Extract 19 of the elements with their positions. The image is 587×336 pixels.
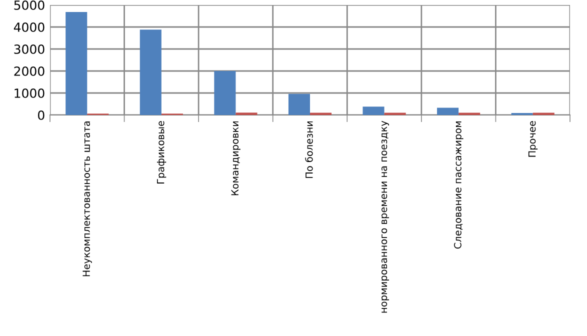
x-tick-label: Прочее — [528, 121, 538, 157]
bar — [362, 106, 384, 115]
bar — [437, 108, 459, 115]
x-tick-label: нормированного времени на поездку — [382, 120, 389, 313]
y-tick-label: 1000 — [14, 88, 44, 98]
y-tick-label: 2000 — [14, 66, 44, 76]
x-tick-label: По болезни — [305, 121, 313, 178]
bar — [214, 71, 236, 115]
y-tick-label: 0 — [38, 110, 44, 120]
bar — [288, 94, 310, 115]
bar — [140, 30, 162, 115]
bar — [66, 12, 88, 115]
y-tick-label: 5000 — [14, 0, 44, 10]
x-tick-label: Графиковые — [157, 121, 166, 184]
y-tick-label: 4000 — [14, 22, 44, 32]
y-tick-label: 3000 — [14, 44, 44, 54]
x-tick-label: Следование пассажиром — [454, 121, 464, 249]
x-tick-label: Командировки — [231, 121, 240, 196]
x-tick-label: Неукомплектованность штата — [82, 121, 92, 276]
